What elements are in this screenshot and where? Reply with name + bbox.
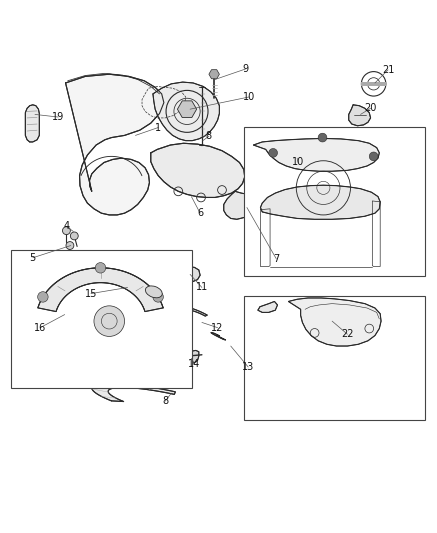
Circle shape <box>369 152 378 161</box>
Text: 10: 10 <box>292 157 304 167</box>
Polygon shape <box>288 298 381 346</box>
Text: 15: 15 <box>85 288 97 298</box>
Circle shape <box>95 263 106 273</box>
Circle shape <box>153 292 163 302</box>
Polygon shape <box>151 143 245 197</box>
Polygon shape <box>177 306 207 316</box>
Text: 6: 6 <box>197 208 203 218</box>
Polygon shape <box>224 191 254 219</box>
Circle shape <box>318 133 327 142</box>
Circle shape <box>121 280 130 289</box>
Ellipse shape <box>146 286 162 298</box>
Polygon shape <box>183 266 200 282</box>
Circle shape <box>66 241 74 249</box>
Bar <box>11 250 192 388</box>
Text: 4: 4 <box>63 221 69 231</box>
Polygon shape <box>25 105 39 142</box>
Polygon shape <box>283 156 304 171</box>
Text: 9: 9 <box>243 64 249 74</box>
Text: 21: 21 <box>382 65 394 75</box>
Bar <box>244 127 425 276</box>
Text: 1: 1 <box>155 123 161 133</box>
Text: 11: 11 <box>196 282 208 293</box>
Polygon shape <box>209 70 219 79</box>
Text: 5: 5 <box>30 253 36 263</box>
Circle shape <box>38 292 48 302</box>
Bar <box>244 296 425 421</box>
Text: 12: 12 <box>212 322 224 333</box>
Polygon shape <box>177 101 197 117</box>
Circle shape <box>269 149 277 157</box>
Text: 10: 10 <box>243 92 255 102</box>
Polygon shape <box>38 268 163 312</box>
Text: 20: 20 <box>364 103 377 114</box>
Polygon shape <box>258 302 277 312</box>
Polygon shape <box>185 350 199 364</box>
Polygon shape <box>66 74 164 215</box>
Text: 8: 8 <box>162 396 168 406</box>
Text: 13: 13 <box>242 362 254 372</box>
Polygon shape <box>253 139 379 171</box>
Circle shape <box>62 227 70 235</box>
Polygon shape <box>349 105 371 126</box>
Polygon shape <box>260 185 380 219</box>
Text: 14: 14 <box>188 359 201 368</box>
Text: 22: 22 <box>341 329 354 339</box>
Circle shape <box>70 232 78 240</box>
Polygon shape <box>361 82 386 86</box>
Circle shape <box>94 306 125 336</box>
Polygon shape <box>153 82 219 141</box>
Text: 8: 8 <box>206 131 212 141</box>
Text: 7: 7 <box>273 254 279 264</box>
Polygon shape <box>92 383 175 401</box>
Text: 16: 16 <box>34 322 46 333</box>
Text: 19: 19 <box>52 112 64 122</box>
Polygon shape <box>211 333 225 340</box>
